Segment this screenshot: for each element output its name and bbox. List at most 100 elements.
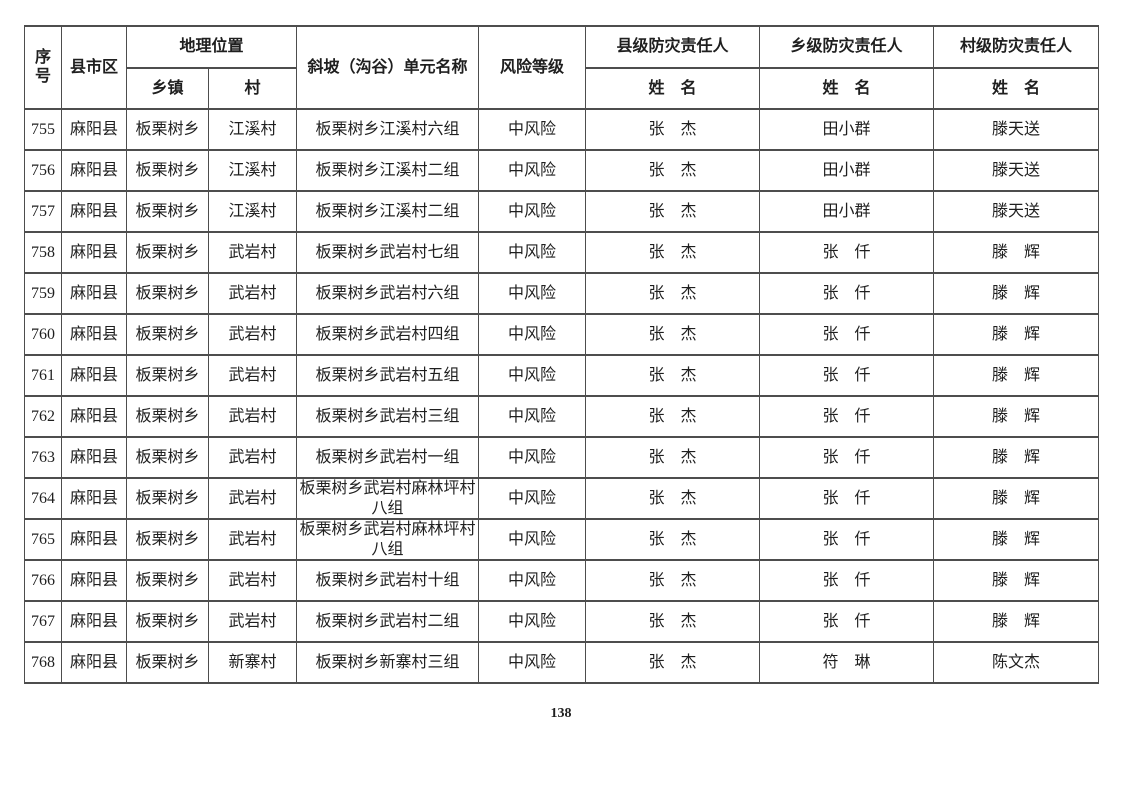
cell-county: 麻阳县 [61,231,127,274]
cell-township-person: 田小群 [759,149,935,192]
table-header: 序 号 县市区 地理位置 斜坡（沟谷）单元名称 风险等级 县级防灾责任人 乡级防… [24,25,1100,110]
cell-township-person: 田小群 [759,108,935,151]
cell-village-person: 滕 辉 [933,313,1100,356]
cell-county-person: 张 杰 [585,354,761,397]
cell-risk-level: 中风险 [478,518,587,561]
cell-unit-name: 板栗树乡武岩村一组 [296,436,480,479]
cell-village: 武岩村 [207,272,298,315]
table-row: 768 麻阳县 板栗树乡 新寨村 板栗树乡新寨村三组 中风险 张 杰 符 琳 陈… [24,641,1100,684]
cell-county: 麻阳县 [61,108,127,151]
cell-risk-level: 中风险 [478,149,587,192]
cell-village: 江溪村 [207,149,298,192]
table-row: 767 麻阳县 板栗树乡 武岩村 板栗树乡武岩村二组 中风险 张 杰 张 仟 滕… [24,600,1100,643]
disaster-responsibility-table: 序 号 县市区 地理位置 斜坡（沟谷）单元名称 风险等级 县级防灾责任人 乡级防… [24,25,1100,684]
col-header-township: 乡镇 [126,67,209,110]
table-row: 765 麻阳县 板栗树乡 武岩村 板栗树乡武岩村麻林坪村八组 中风险 张 杰 张… [24,518,1100,561]
cell-township: 板栗树乡 [126,395,209,438]
table-row: 761 麻阳县 板栗树乡 武岩村 板栗树乡武岩村五组 中风险 张 杰 张 仟 滕… [24,354,1100,397]
cell-township: 板栗树乡 [126,477,209,520]
cell-township: 板栗树乡 [126,190,209,233]
cell-township-person: 张 仟 [759,395,935,438]
col-header-serial: 序 号 [24,25,62,110]
cell-risk-level: 中风险 [478,231,587,274]
table-row: 764 麻阳县 板栗树乡 武岩村 板栗树乡武岩村麻林坪村八组 中风险 张 杰 张… [24,477,1100,520]
table-body: 755 麻阳县 板栗树乡 江溪村 板栗树乡江溪村六组 中风险 张 杰 田小群 滕… [24,108,1100,684]
cell-county-person: 张 杰 [585,149,761,192]
cell-county-person: 张 杰 [585,190,761,233]
cell-village: 江溪村 [207,190,298,233]
cell-village-person: 滕 辉 [933,477,1100,520]
cell-county: 麻阳县 [61,436,127,479]
cell-county: 麻阳县 [61,190,127,233]
cell-township-person: 张 仟 [759,272,935,315]
cell-township: 板栗树乡 [126,641,209,684]
col-header-risk-level: 风险等级 [478,25,587,110]
cell-village-person: 滕 辉 [933,600,1100,643]
cell-county: 麻阳县 [61,600,127,643]
cell-township-person: 张 仟 [759,477,935,520]
cell-risk-level: 中风险 [478,272,587,315]
cell-serial: 757 [24,190,62,233]
cell-village: 武岩村 [207,354,298,397]
cell-serial: 766 [24,559,62,602]
table-row: 760 麻阳县 板栗树乡 武岩村 板栗树乡武岩村四组 中风险 张 杰 张 仟 滕… [24,313,1100,356]
cell-risk-level: 中风险 [478,395,587,438]
cell-unit-name: 板栗树乡武岩村三组 [296,395,480,438]
cell-village: 武岩村 [207,600,298,643]
cell-township-person: 张 仟 [759,559,935,602]
cell-county-person: 张 杰 [585,641,761,684]
cell-county-person: 张 杰 [585,313,761,356]
cell-unit-name: 板栗树乡武岩村四组 [296,313,480,356]
cell-unit-name: 板栗树乡武岩村十组 [296,559,480,602]
col-header-location: 地理位置 [125,25,298,69]
cell-village: 武岩村 [207,559,298,602]
cell-county-person: 张 杰 [585,395,761,438]
cell-county-person: 张 杰 [585,600,761,643]
cell-risk-level: 中风险 [478,108,587,151]
cell-serial: 755 [24,108,62,151]
cell-risk-level: 中风险 [478,641,587,684]
col-header-county-person-name: 姓 名 [585,67,761,110]
cell-county: 麻阳县 [61,313,127,356]
cell-village-person: 滕天送 [933,149,1100,192]
col-header-village-person-name: 姓 名 [933,67,1100,110]
cell-serial: 768 [24,641,62,684]
cell-unit-name: 板栗树乡武岩村二组 [296,600,480,643]
cell-county: 麻阳县 [61,149,127,192]
cell-unit-name: 板栗树乡武岩村五组 [296,354,480,397]
cell-county-person: 张 杰 [585,108,761,151]
cell-serial: 765 [24,518,62,561]
cell-risk-level: 中风险 [478,559,587,602]
cell-serial: 760 [24,313,62,356]
cell-county: 麻阳县 [61,477,127,520]
cell-village: 武岩村 [207,436,298,479]
table-row: 758 麻阳县 板栗树乡 武岩村 板栗树乡武岩村七组 中风险 张 杰 张 仟 滕… [24,231,1100,274]
cell-village-person: 陈文杰 [933,641,1100,684]
cell-township-person: 张 仟 [759,231,935,274]
cell-village-person: 滕天送 [933,190,1100,233]
cell-township-person: 田小群 [759,190,935,233]
cell-village: 新寨村 [207,641,298,684]
cell-township-person: 张 仟 [759,518,935,561]
col-header-village-person: 村级防灾责任人 [933,25,1100,69]
cell-serial: 762 [24,395,62,438]
cell-village-person: 滕 辉 [933,518,1100,561]
table-row: 756 麻阳县 板栗树乡 江溪村 板栗树乡江溪村二组 中风险 张 杰 田小群 滕… [24,149,1100,192]
col-header-serial-line2: 号 [34,67,51,85]
table-row: 762 麻阳县 板栗树乡 武岩村 板栗树乡武岩村三组 中风险 张 杰 张 仟 滕… [24,395,1100,438]
cell-unit-name: 板栗树乡武岩村麻林坪村八组 [296,518,480,561]
cell-county-person: 张 杰 [585,436,761,479]
cell-unit-name: 板栗树乡新寨村三组 [296,641,480,684]
cell-serial: 764 [24,477,62,520]
cell-risk-level: 中风险 [478,190,587,233]
cell-township: 板栗树乡 [126,600,209,643]
col-header-village: 村 [207,67,298,110]
cell-village-person: 滕 辉 [933,272,1100,315]
cell-risk-level: 中风险 [478,477,587,520]
cell-township: 板栗树乡 [126,354,209,397]
table-row: 759 麻阳县 板栗树乡 武岩村 板栗树乡武岩村六组 中风险 张 杰 张 仟 滕… [24,272,1100,315]
cell-village: 武岩村 [207,395,298,438]
cell-township: 板栗树乡 [126,108,209,151]
cell-township: 板栗树乡 [126,436,209,479]
